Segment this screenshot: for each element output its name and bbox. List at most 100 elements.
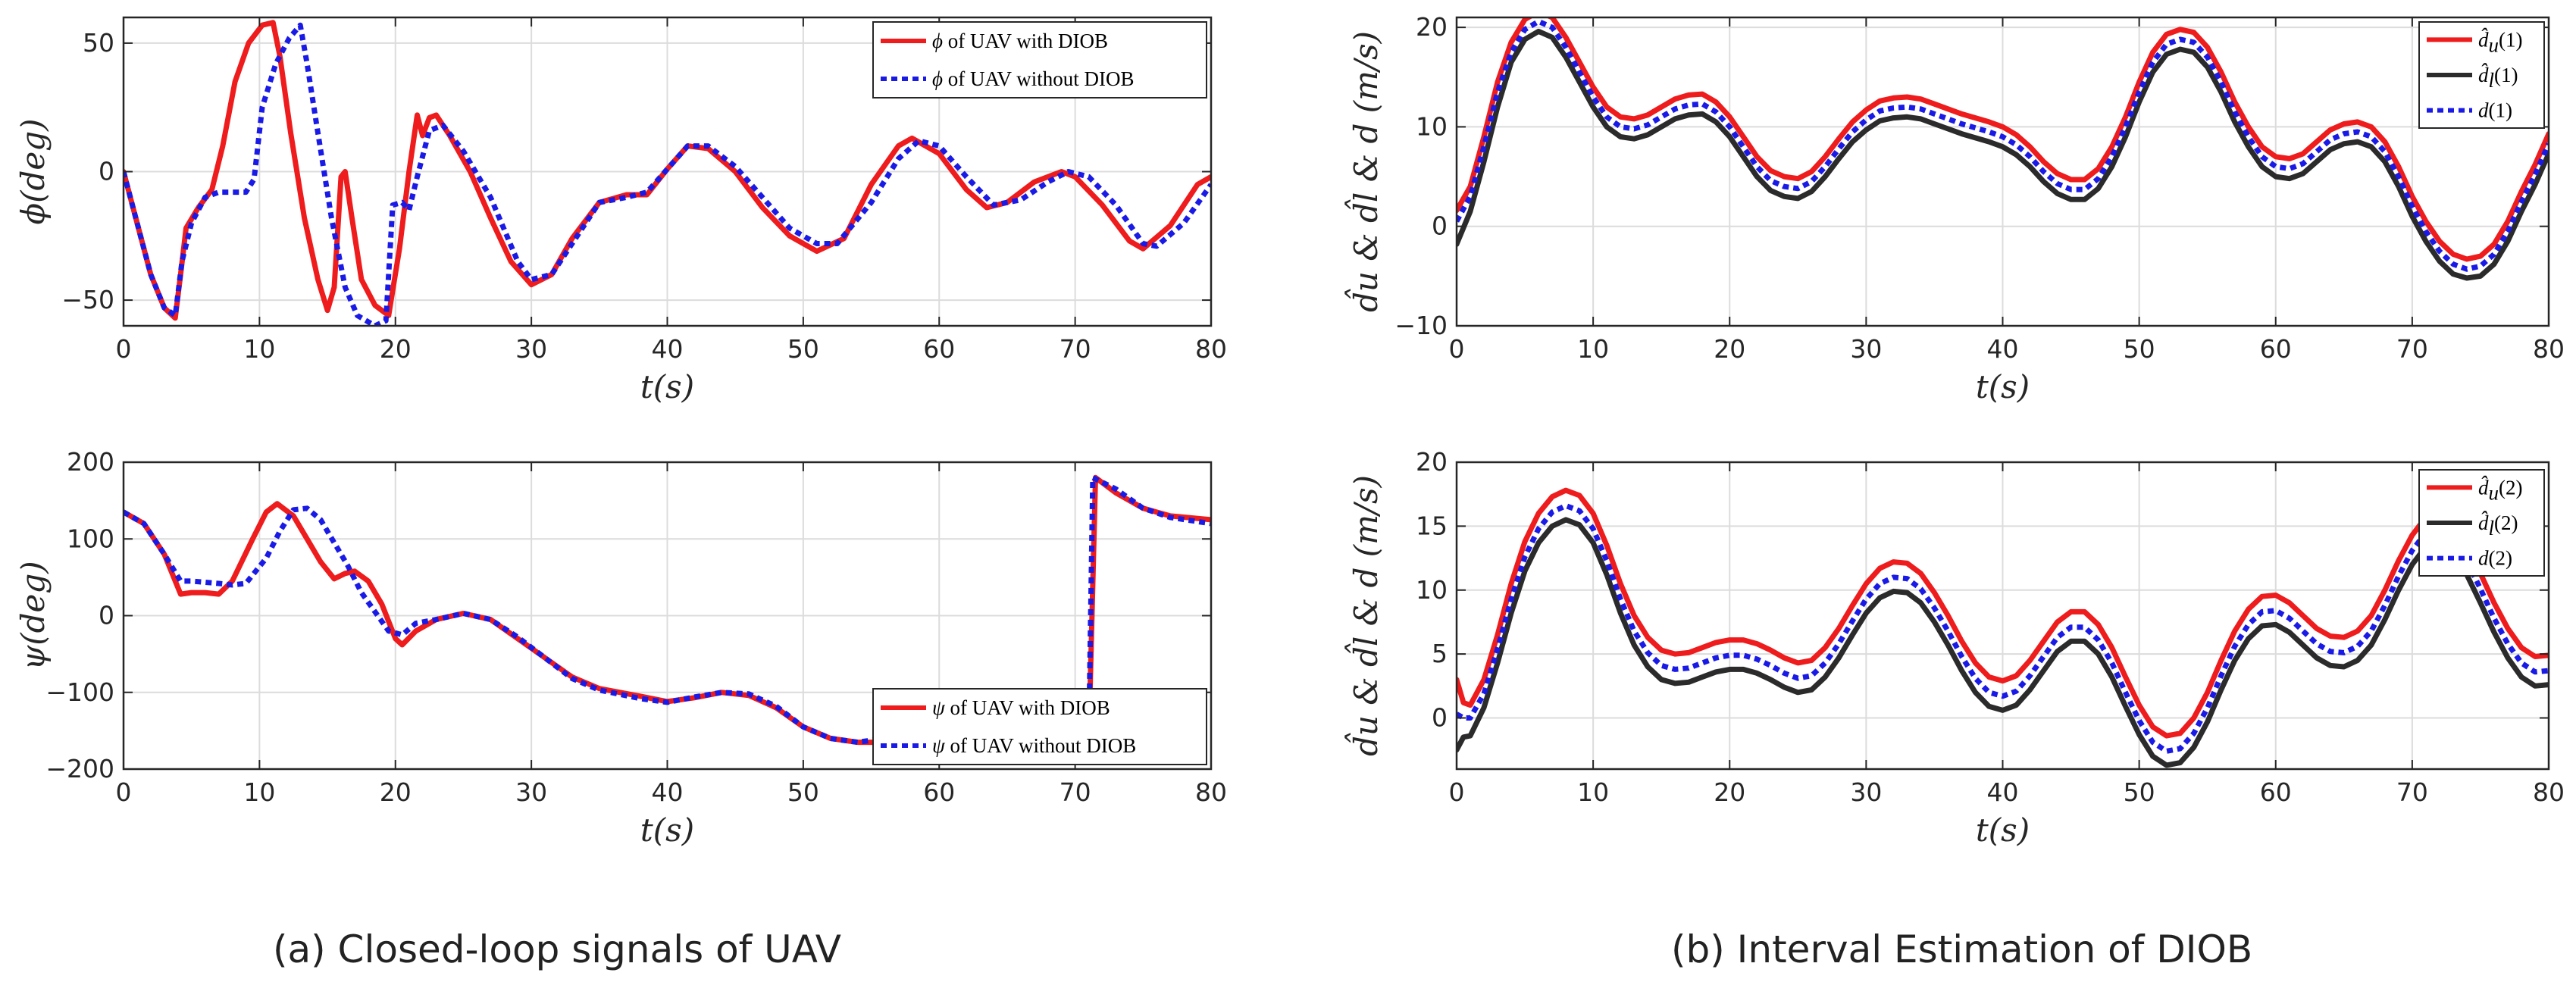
legend-label: of UAV with DIOB <box>943 30 1108 52</box>
y-tick-label: 200 <box>67 447 114 477</box>
legend-entry: d̂l(1) <box>2478 64 2518 92</box>
x-tick-label: 30 <box>515 777 547 807</box>
y-tick-label: 10 <box>1416 111 1448 141</box>
legend-arg: (2) <box>2489 547 2512 570</box>
x-tick-label: 0 <box>1449 334 1465 364</box>
legend-label: of UAV without DIOB <box>943 67 1135 90</box>
x-tick-label: 80 <box>1195 777 1227 807</box>
legend-arg: (2) <box>2494 511 2518 534</box>
x-tick-label: 70 <box>2396 334 2428 364</box>
legend-subscript: u <box>2489 481 2499 504</box>
legend-subscript: u <box>2489 33 2499 56</box>
series-line-d1-1 <box>1457 28 2549 281</box>
x-tick-label: 70 <box>2396 777 2428 807</box>
x-axis-label: t(s) <box>1976 812 2030 849</box>
x-tick-label: 10 <box>243 777 275 807</box>
x-tick-label: 10 <box>1577 777 1609 807</box>
x-tick-label: 60 <box>2260 777 2292 807</box>
x-tick-label: 80 <box>1195 334 1227 364</box>
y-tick-label: 20 <box>1416 12 1448 42</box>
series-line-phi-1 <box>124 22 1211 326</box>
x-tick-label: 40 <box>652 334 684 364</box>
legend-entry: d(1) <box>2478 99 2512 122</box>
series-line-d1-0 <box>1457 17 2549 262</box>
legend-subscript: l <box>2489 69 2495 92</box>
legend-box <box>872 21 1207 99</box>
x-tick-label: 60 <box>923 777 955 807</box>
legend-symbol: ψ <box>932 734 946 757</box>
legend: d̂u(1)d̂l(1)d(1) <box>2418 21 2545 129</box>
y-tick-label: −10 <box>1394 311 1448 340</box>
x-tick-label: 30 <box>515 334 547 364</box>
x-axis-label: t(s) <box>640 368 694 405</box>
series-line-d2-1 <box>1457 517 2549 768</box>
x-tick-label: 80 <box>2533 777 2565 807</box>
x-tick-label: 0 <box>1449 777 1465 807</box>
y-axis-label: d̂u & d̂l & d (m/s) <box>1344 31 1385 312</box>
y-tick-label: 15 <box>1416 511 1448 540</box>
x-tick-label: 80 <box>2533 334 2565 364</box>
legend-symbol: d <box>2478 547 2489 570</box>
y-tick-label: −100 <box>45 677 114 707</box>
legend-symbol: d̂ <box>2478 64 2489 86</box>
x-tick-label: 70 <box>1060 777 1091 807</box>
legend-symbol: ϕ <box>932 30 943 52</box>
legend-symbol: ψ <box>932 696 946 719</box>
legend-symbol: d̂ <box>2478 28 2489 51</box>
x-tick-label: 20 <box>380 334 412 364</box>
x-tick-label: 40 <box>1987 777 2019 807</box>
y-axis-label: d̂u & d̂l & d (m/s) <box>1344 475 1385 756</box>
x-tick-label: 30 <box>1850 334 1882 364</box>
y-tick-label: 100 <box>67 524 114 553</box>
legend-arg: (1) <box>2489 99 2512 122</box>
x-tick-label: 60 <box>2260 334 2292 364</box>
legend-label: of UAV with DIOB <box>945 696 1110 719</box>
x-tick-label: 20 <box>1714 334 1745 364</box>
legend-symbol: d <box>2478 99 2489 122</box>
x-axis-label: t(s) <box>1976 368 2030 405</box>
series-line-d2-2 <box>1457 502 2549 754</box>
x-tick-label: 60 <box>923 334 955 364</box>
x-tick-label: 0 <box>116 777 132 807</box>
x-tick-label: 70 <box>1060 334 1091 364</box>
series-group <box>1457 17 2549 281</box>
series-line-phi-0 <box>124 20 1211 321</box>
y-tick-label: 20 <box>1416 447 1448 477</box>
legend-entry: d̂u(2) <box>2478 476 2522 504</box>
y-tick-label: 0 <box>1432 211 1448 241</box>
x-tick-label: 40 <box>652 777 684 807</box>
legend-entry: d̂u(1) <box>2478 28 2522 56</box>
y-tick-label: −200 <box>45 754 114 783</box>
legend-entry: d(2) <box>2478 547 2512 570</box>
legend-box <box>872 688 1207 765</box>
panel-d2: 0 10 20 30 40 50 60 70 80 0 5 10 15 20 t(s) d̂u & d̂l &… <box>1344 447 2565 849</box>
y-tick-label: −50 <box>61 285 114 314</box>
series-group <box>124 20 1211 326</box>
y-tick-label: 0 <box>1432 703 1448 733</box>
panel-psi: 0 10 20 30 40 50 60 70 80 −200 −100 0 100 200 t(s) ψ(de… <box>14 447 1227 849</box>
x-tick-label: 20 <box>1714 777 1745 807</box>
x-tick-label: 40 <box>1987 334 2019 364</box>
legend-label: of UAV without DIOB <box>945 734 1137 757</box>
legend-arg: (1) <box>2499 28 2522 51</box>
series-line-d1-2 <box>1457 18 2549 272</box>
legend-entry: ψ of UAV with DIOB <box>932 696 1110 719</box>
x-tick-label: 30 <box>1850 777 1882 807</box>
y-tick-label: 0 <box>99 157 114 186</box>
x-tick-label: 20 <box>380 777 412 807</box>
legend-symbol: d̂ <box>2478 511 2489 534</box>
y-tick-label: 5 <box>1432 639 1448 668</box>
x-tick-label: 50 <box>787 777 819 807</box>
legend-symbol: d̂ <box>2478 476 2489 499</box>
x-tick-label: 50 <box>2124 777 2155 807</box>
y-tick-label: 10 <box>1416 575 1448 605</box>
series-group <box>1457 487 2549 768</box>
legend: d̂u(2)d̂l(2)d(2) <box>2418 469 2545 577</box>
legend-subscript: l <box>2489 517 2495 539</box>
y-axis-label: ψ(deg) <box>14 561 52 670</box>
x-tick-label: 10 <box>243 334 275 364</box>
